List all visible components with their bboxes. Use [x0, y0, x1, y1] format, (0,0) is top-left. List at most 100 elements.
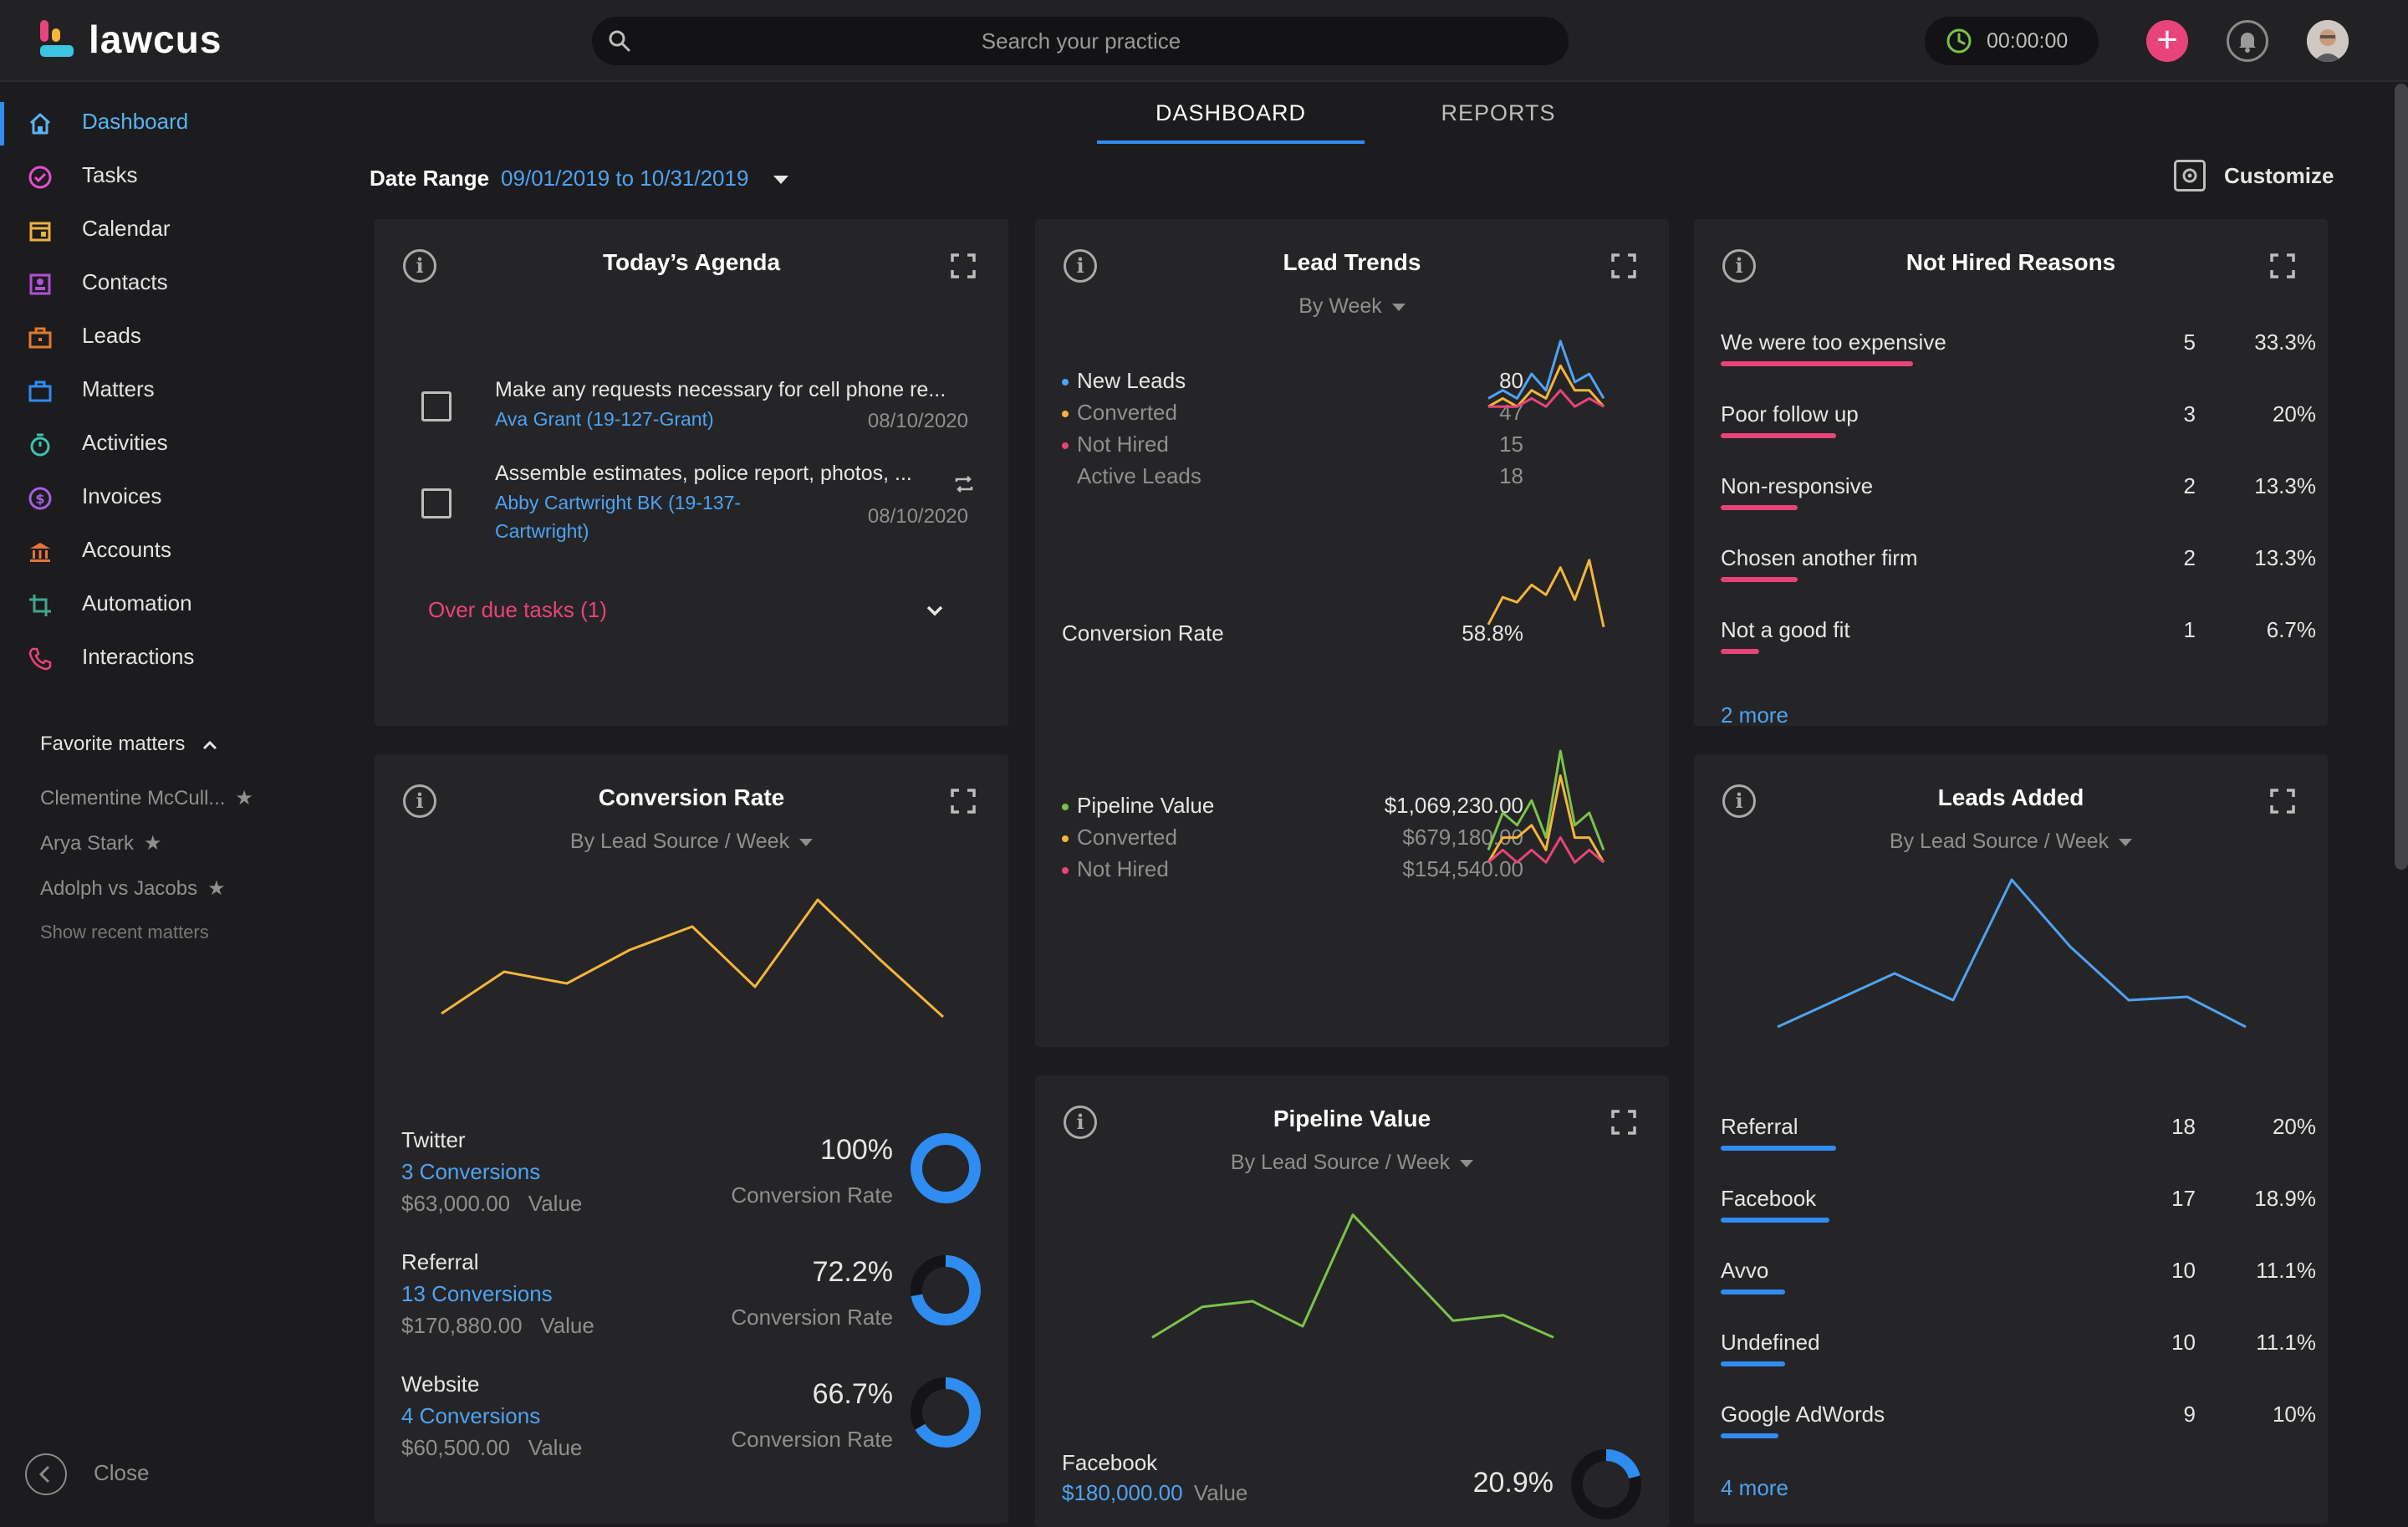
timer-widget[interactable]: 00:00:00 [1925, 17, 2099, 65]
chevron-down-icon[interactable] [923, 599, 946, 622]
page-scrollbar[interactable] [2395, 84, 2408, 870]
info-icon[interactable]: i [1722, 249, 1756, 283]
tab-reports[interactable]: REPORTS [1441, 100, 1556, 125]
home-icon [29, 113, 51, 135]
show-recent-matters-link[interactable]: Show recent matters [40, 922, 209, 942]
repeat-icon [955, 476, 973, 493]
caret-down-icon[interactable] [773, 176, 789, 185]
task-title[interactable]: Make any requests necessary for cell pho… [495, 378, 946, 401]
favorite-matter-item[interactable]: Adolph vs Jacobs ★ [40, 876, 226, 901]
expand-icon[interactable] [2269, 253, 2296, 279]
sidebar-item-label: Invoices [82, 483, 162, 508]
info-icon[interactable]: i [1722, 784, 1756, 818]
search-input[interactable] [642, 17, 1520, 65]
sidebar-item-leads[interactable]: Leads [0, 311, 334, 365]
info-icon[interactable]: i [403, 784, 436, 818]
legend-dot [1062, 379, 1069, 386]
not-hired-reason-bar [1721, 649, 1760, 654]
source-period-selector[interactable]: By Lead Source / Week [1694, 830, 2328, 854]
donut-fill [911, 1377, 981, 1448]
info-icon[interactable]: i [403, 249, 436, 283]
sidebar-item-label: Tasks [82, 162, 138, 187]
not-hired-series-line [1488, 389, 1604, 408]
close-sidebar-label[interactable]: Close [94, 1460, 150, 1485]
star-icon[interactable]: ★ [144, 832, 162, 855]
customize-button[interactable]: Customize [2174, 159, 2334, 192]
task-checkbox[interactable] [421, 391, 452, 421]
favorite-matter-item[interactable]: Clementine McCull... ★ [40, 786, 253, 810]
info-icon[interactable]: i [1064, 249, 1097, 283]
user-avatar[interactable] [2307, 20, 2349, 62]
pipeline-source-value[interactable]: $180,000.00 Value [1062, 1480, 1248, 1505]
card-title: Today’s Agenda [602, 249, 781, 275]
overdue-tasks-link[interactable]: Over due tasks (1) [428, 597, 607, 622]
card-title: Not Hired Reasons [1905, 249, 2116, 275]
task-matter-link[interactable]: Ava Grant (19-127-Grant) [495, 408, 714, 430]
source-conversions-link[interactable]: 4 Conversions [401, 1403, 541, 1428]
info-icon[interactable]: i [1064, 1106, 1097, 1139]
favorite-matters-toggle[interactable]: Favorite matters [40, 733, 219, 756]
not-hired-reason-percent: 33.3% [2254, 329, 2316, 355]
source-conversion-rate-label: Conversion Rate [731, 1182, 893, 1208]
not-hired-reason-count: 2 [2183, 545, 2196, 570]
source-conversion-percent: 66.7% [812, 1378, 893, 1410]
card-pipeline-value: i Pipeline Value By Lead Source / Week F… [1035, 1075, 1669, 1527]
expand-icon[interactable] [1610, 253, 1637, 279]
sidebar-item-matters[interactable]: Matters [0, 365, 334, 418]
sidebar-item-automation[interactable]: Automation [0, 579, 334, 632]
more-reasons-link[interactable]: 2 more [1721, 702, 1788, 726]
sidebar-item-contacts[interactable]: Contacts [0, 258, 334, 311]
lead-stat-converted: Converted [1062, 400, 1177, 426]
expand-icon[interactable] [950, 788, 977, 815]
period-selector[interactable]: By Week [1035, 294, 1669, 319]
task-checkbox[interactable] [421, 488, 452, 518]
expand-icon[interactable] [2269, 788, 2296, 815]
task-title[interactable]: Assemble estimates, police report, photo… [495, 462, 912, 485]
source-period-label: By Lead Source / Week [569, 830, 790, 853]
sidebar-item-calendar[interactable]: Calendar [0, 204, 334, 258]
expand-icon[interactable] [950, 253, 977, 279]
sidebar-item-accounts[interactable]: Accounts [0, 525, 334, 579]
source-conversions-link[interactable]: 13 Conversions [401, 1281, 553, 1306]
app-logo[interactable]: lawcus [38, 18, 222, 61]
source-period-selector[interactable]: By Lead Source / Week [375, 830, 1008, 854]
not-hired-reason-percent: 13.3% [2254, 545, 2316, 570]
favorite-matter-label: Clementine McCull... [40, 787, 226, 809]
date-range-value[interactable]: 09/01/2019 to 10/31/2019 [501, 166, 749, 191]
crop-icon [29, 595, 51, 616]
task-matter-link[interactable]: Abby Cartwright BK (19-137-Cartwright) [495, 492, 742, 542]
date-range-selector[interactable]: Date Range 09/01/2019 to 10/31/2019 [370, 166, 789, 192]
legend-dot [1062, 835, 1069, 843]
sidebar-item-interactions[interactable]: Interactions [0, 632, 334, 686]
lead-source-label: Referral [1721, 1114, 1798, 1139]
not-hired-reason-bar [1721, 577, 1798, 582]
sidebar-item-dashboard[interactable]: Dashboard [0, 97, 334, 151]
favorite-matter-item[interactable]: Arya Stark ★ [40, 831, 162, 855]
clock-icon [1946, 28, 1972, 54]
add-new-button[interactable]: + [2146, 20, 2188, 62]
collapse-sidebar-button[interactable] [25, 1453, 67, 1495]
tab-dashboard[interactable]: DASHBOARD [1097, 100, 1365, 144]
notifications-button[interactable] [2227, 20, 2268, 62]
more-sources-link[interactable]: 4 more [1721, 1475, 1788, 1500]
chevron-up-icon [203, 740, 217, 749]
sidebar-item-invoices[interactable]: $ Invoices [0, 472, 334, 525]
logo-mark-icon [38, 18, 80, 60]
expand-icon[interactable] [1610, 1109, 1637, 1136]
donut-fill [1571, 1449, 1641, 1519]
lead-source-percent: 20% [2272, 1114, 2316, 1139]
phone-icon [28, 647, 52, 671]
not-hired-reason-count: 1 [2183, 617, 2196, 642]
source-conversion-percent: 100% [820, 1134, 893, 1166]
sidebar-item-tasks[interactable]: Tasks [0, 151, 334, 204]
sidebar-item-label: Contacts [82, 269, 168, 294]
sidebar-item-label: Automation [82, 590, 192, 615]
star-icon[interactable]: ★ [207, 877, 226, 900]
conversion-rate-sparkline [1487, 559, 1605, 628]
sidebar-item-activities[interactable]: Activities [0, 418, 334, 472]
star-icon[interactable]: ★ [235, 787, 253, 809]
not-hired-reason-label: Chosen another firm [1721, 545, 1918, 570]
source-period-selector[interactable]: By Lead Source / Week [1035, 1151, 1669, 1175]
search-bar[interactable] [592, 17, 1569, 65]
source-conversions-link[interactable]: 3 Conversions [401, 1159, 541, 1184]
